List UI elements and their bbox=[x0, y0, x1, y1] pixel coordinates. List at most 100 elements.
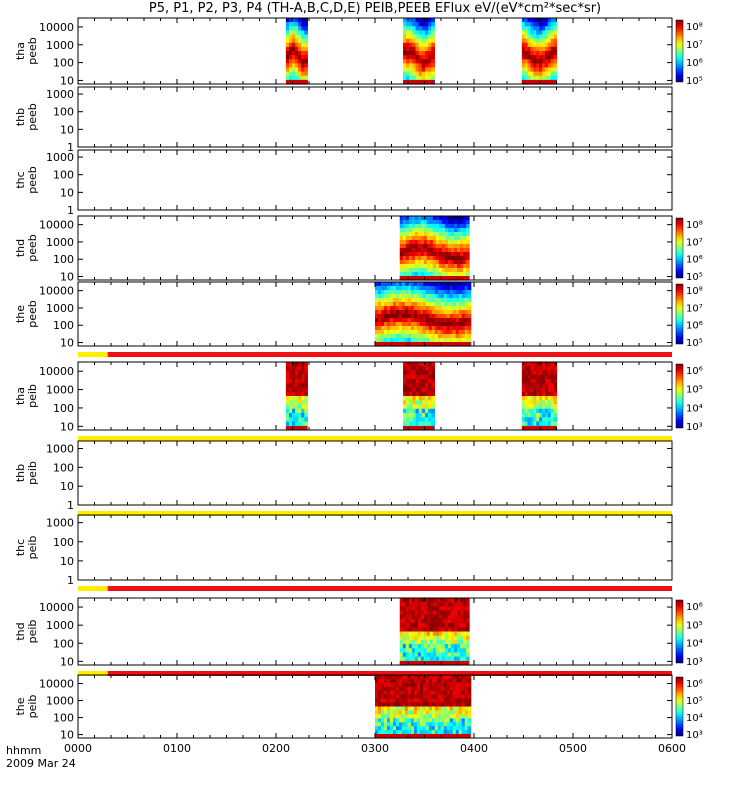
the-peeb-spectrogram-cell bbox=[446, 322, 451, 327]
the-peeb-spectrogram-cell bbox=[431, 290, 436, 295]
thd-peib-spectrogram-cell bbox=[417, 644, 422, 649]
the-peeb-spectrogram-cell bbox=[419, 334, 424, 339]
tha-peeb-spectrogram-cell bbox=[421, 34, 426, 40]
tha-peib-spectrogram-cell bbox=[406, 408, 410, 414]
tha-peib-spectrogram-cell bbox=[292, 379, 296, 384]
tha-peib-spectrogram-cell bbox=[527, 408, 532, 414]
thd-peib-spectrogram-cell bbox=[441, 652, 446, 658]
thd-peib-spectrogram-cell bbox=[463, 631, 467, 637]
thd-peeb-spectrogram-cell bbox=[447, 220, 452, 225]
thd-peib-spectrogram-cell bbox=[432, 614, 437, 620]
the-peeb-spectrogram-cell bbox=[407, 326, 412, 331]
the-peeb-spectrogram-cell bbox=[422, 322, 427, 327]
tha-peeb-spectrogram-cell bbox=[542, 51, 546, 56]
the-peib-spectrogram-cell bbox=[443, 678, 448, 684]
the-peib-spectrogram-cell bbox=[392, 726, 397, 731]
the-peeb-spectrogram-cell bbox=[464, 310, 469, 315]
tha-peib-spectrogram-cell bbox=[301, 413, 305, 418]
the-peib-spectrogram-cell bbox=[455, 722, 460, 727]
the-peib-spectrogram-cell bbox=[464, 710, 469, 715]
thd-peeb-spectrogram-cell bbox=[411, 216, 416, 221]
the-peib-spectrogram-cell bbox=[443, 730, 448, 735]
the-peib-spectrogram-cell bbox=[440, 686, 445, 692]
the-peeb-spectrogram-cell bbox=[386, 338, 391, 343]
the-peeb-spectrogram-cell bbox=[383, 334, 388, 339]
the-peib-spectrogram-cell bbox=[416, 706, 421, 712]
tha-peeb-spectrogram-cell bbox=[406, 75, 410, 81]
the-peib-spectrogram-cell bbox=[452, 710, 457, 715]
the-peeb-spectrogram-cell bbox=[455, 322, 460, 327]
tha-peib-spectrogram-cell bbox=[431, 400, 435, 406]
thd-peib-spectrogram-cell bbox=[429, 610, 434, 616]
the-peib-spectrogram-cell bbox=[401, 690, 406, 696]
thd-peeb-spectrogram-cell bbox=[426, 272, 431, 277]
thd-peeb-spectrogram-cell bbox=[408, 268, 413, 273]
tha-peeb-spectrogram-cell bbox=[542, 22, 546, 27]
thd-peeb-spectrogram-cell bbox=[414, 244, 419, 249]
the-peeb-spectrogram-cell bbox=[458, 310, 463, 315]
the-peeb-spectrogram-cell bbox=[440, 334, 445, 339]
mode-bar-yellow bbox=[78, 511, 672, 516]
the-peib-spectrogram-cell bbox=[461, 694, 466, 700]
tha-peeb-spectrogram-cell bbox=[521, 22, 526, 27]
the-peib-spectrogram-cell bbox=[431, 730, 436, 735]
tha-peib-spectrogram-cell bbox=[431, 370, 435, 376]
tha-peeb-spectrogram-cell bbox=[298, 38, 302, 44]
the-peib-spectrogram-cell bbox=[464, 702, 469, 708]
the-peib-spectrogram-cell bbox=[434, 678, 439, 684]
the-peeb-spectrogram-cell bbox=[449, 286, 454, 291]
tha-peeb-spectrogram-cell bbox=[539, 22, 543, 27]
thd-peeb-spectrogram-cell bbox=[405, 228, 410, 233]
the-peeb-spectrogram-cell bbox=[389, 286, 394, 291]
the-peib-spectrogram-cell bbox=[416, 722, 421, 727]
thd-peeb-spectrogram-cell bbox=[441, 268, 446, 273]
tha-peib-spectrogram-cell bbox=[418, 421, 423, 427]
thd-peib-spectrogram-cell bbox=[426, 610, 431, 616]
tha-peeb-spectrogram-cell bbox=[424, 59, 429, 64]
tha-peeb-spectrogram-cell bbox=[536, 55, 540, 60]
the-peeb-spectrogram-cell bbox=[413, 298, 418, 303]
thd-peeb-spectrogram-cell bbox=[456, 236, 461, 241]
the-peeb-spectrogram-cell bbox=[407, 298, 412, 303]
the-peeb-spectrogram-cell bbox=[467, 330, 472, 335]
thd-peeb-spectrogram-cell bbox=[426, 256, 431, 261]
the-peeb-spectrogram-cell bbox=[428, 290, 433, 295]
the-peib-spectrogram-cell bbox=[419, 718, 424, 723]
tha-peib-spectrogram-cell bbox=[304, 362, 308, 367]
tha-peib-spectrogram-cell bbox=[421, 408, 426, 414]
tha-peeb-spectrogram-cell bbox=[521, 42, 526, 48]
thd-peib-spectrogram-cell bbox=[417, 656, 422, 662]
thd-peib-spectrogram-cell bbox=[435, 614, 440, 620]
the-peib-spectrogram-cell bbox=[398, 682, 403, 688]
tha-peib-spectrogram-cell bbox=[428, 396, 432, 401]
thd-peeb-spectrogram-cell bbox=[408, 224, 413, 229]
thd-peeb-spectrogram-cell bbox=[441, 272, 446, 277]
colorbar-label: 10⁶ bbox=[686, 602, 703, 613]
tha-peeb-spectrogram-cell bbox=[521, 63, 526, 69]
tha-peeb-spectrogram-cell bbox=[304, 38, 308, 44]
thd-peib-spectrogram-cell bbox=[447, 631, 452, 637]
thd-peeb-spectrogram-cell bbox=[429, 228, 434, 233]
tha-peib-spectrogram-cell bbox=[547, 396, 552, 401]
the-peeb-spectrogram-cell bbox=[419, 310, 424, 315]
the-peib-spectrogram-cell bbox=[386, 730, 391, 735]
the-peeb-spectrogram-cell bbox=[398, 334, 403, 339]
thd-peeb-spectrogram-cell bbox=[447, 244, 452, 249]
the-peib-spectrogram-cell bbox=[443, 698, 448, 704]
thd-peeb-spectrogram-cell bbox=[417, 228, 422, 233]
the-peib-spectrogram-cell bbox=[398, 690, 403, 696]
thd-peeb-spectrogram-cell bbox=[408, 252, 413, 257]
thd-peeb-spectrogram-cell bbox=[423, 220, 428, 225]
thd-peib-frame bbox=[77, 597, 673, 666]
tha-peib-spectrogram-cell bbox=[295, 374, 299, 380]
the-peib-spectrogram-cell bbox=[425, 718, 430, 723]
tha-peeb-spectrogram-cell bbox=[421, 38, 426, 44]
tha-peib-spectrogram-cell bbox=[542, 404, 546, 410]
tha-peib-spectrogram-cell bbox=[409, 379, 414, 384]
the-peeb-spectrogram-cell bbox=[452, 282, 457, 287]
tha-peeb-spectrogram-cell bbox=[412, 26, 417, 31]
tha-peeb-spectrogram-cell bbox=[285, 59, 290, 64]
the-peib-spectrogram-cell bbox=[386, 722, 391, 727]
thd-peeb-spectrogram-cell bbox=[402, 260, 407, 265]
thd-peib-spectrogram-cell bbox=[426, 627, 431, 633]
